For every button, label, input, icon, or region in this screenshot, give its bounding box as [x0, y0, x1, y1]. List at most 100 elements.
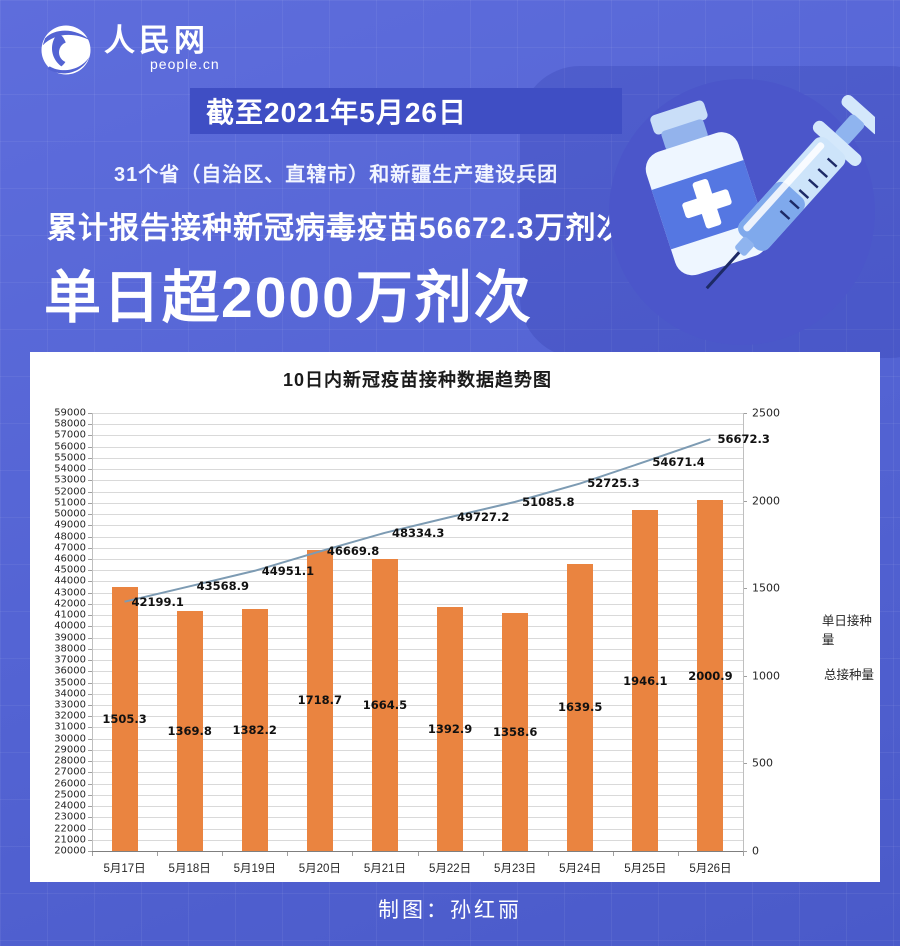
- y-axis-tick-left: [88, 851, 92, 852]
- legend-label-daily: 单日接种量: [821, 614, 872, 647]
- y-axis-label-left: 36000: [54, 665, 86, 677]
- y-axis-label-left: 58000: [54, 418, 86, 430]
- y-axis-tick-right: [743, 588, 747, 590]
- y-axis-tick-left: [88, 828, 92, 830]
- grid-line: [92, 592, 743, 594]
- y-axis-tick-left: [88, 806, 92, 808]
- y-axis-tick-left: [88, 648, 92, 650]
- y-axis-label-right: 2500: [752, 406, 780, 420]
- grid-line: [92, 514, 743, 516]
- bar: [371, 559, 398, 851]
- grid-line: [92, 828, 743, 830]
- line-value-label: 51085.8: [522, 494, 575, 509]
- grid-line: [92, 806, 743, 808]
- grid-line: [92, 435, 743, 437]
- x-axis-label: 5月25日: [624, 863, 667, 875]
- y-axis-label-left: 51000: [54, 497, 86, 509]
- x-axis-tick: [677, 852, 679, 856]
- grid-line: [92, 446, 743, 448]
- y-axis-label-left: 31000: [54, 721, 86, 733]
- y-axis-label-left: 26000: [54, 778, 86, 790]
- y-axis-label-left: 42000: [54, 598, 86, 610]
- y-axis-tick-right: [743, 413, 747, 414]
- grid-line: [92, 839, 743, 841]
- y-axis-tick-right: [743, 763, 747, 765]
- y-axis-label-left: 44000: [54, 575, 86, 587]
- y-axis-label-left: 55000: [54, 452, 86, 464]
- bar: [111, 587, 138, 851]
- x-axis-line: [92, 851, 743, 852]
- vaccine-vial-icon: [645, 100, 769, 276]
- y-axis-tick-left: [88, 592, 92, 594]
- bar: [437, 606, 464, 851]
- y-axis-tick-left: [88, 738, 92, 740]
- y-axis-label-left: 38000: [54, 643, 86, 655]
- x-axis-tick: [417, 852, 419, 856]
- line-value-label: 44951.1: [261, 563, 315, 578]
- chart-legend: 单日接种量 总接种量: [788, 610, 880, 699]
- grid-line: [92, 648, 743, 650]
- y-axis-label-right: 500: [752, 756, 773, 770]
- x-axis-label: 5月17日: [103, 863, 146, 875]
- y-axis-tick-left: [88, 457, 92, 459]
- grid-line: [92, 559, 743, 560]
- grid-line: [92, 615, 743, 617]
- bar: [632, 510, 659, 851]
- y-axis-label-left: 34000: [54, 688, 86, 700]
- people-cn-globe-icon: [41, 25, 91, 75]
- bar: [502, 612, 529, 851]
- grid-line: [92, 491, 743, 493]
- y-axis-tick-left: [88, 626, 92, 628]
- y-axis-label-left: 56000: [54, 441, 86, 453]
- y-axis-label-left: 47000: [54, 542, 86, 554]
- y-axis-tick-left: [88, 424, 92, 426]
- y-axis-label-left: 53000: [54, 474, 86, 486]
- people-cn-logo: 人民网 people.cn: [38, 22, 220, 78]
- x-axis-tick: [352, 852, 354, 856]
- y-axis-tick-left: [88, 570, 92, 572]
- x-axis-tick: [287, 852, 289, 856]
- y-axis-tick-left: [88, 705, 92, 706]
- bar-value-label: 1369.8: [167, 724, 212, 738]
- y-axis-tick-left: [88, 693, 92, 695]
- line-value-label: 43568.9: [196, 579, 250, 594]
- bar-value-label: 1505.3: [102, 712, 147, 727]
- y-axis-label-left: 50000: [54, 508, 86, 520]
- y-axis-label-left: 37000: [54, 654, 86, 666]
- y-axis-label-left: 40000: [54, 620, 86, 632]
- y-axis-tick-left: [88, 660, 92, 662]
- grid-line: [92, 716, 743, 718]
- y-axis-label-left: 49000: [54, 519, 86, 531]
- y-axis-tick-left: [88, 783, 92, 785]
- y-axis-tick-left: [88, 817, 92, 819]
- line-value-label: 42199.1: [131, 594, 184, 609]
- bar: [306, 549, 333, 851]
- y-axis-tick-left: [88, 413, 92, 414]
- grid-line: [92, 693, 743, 695]
- y-axis-tick-left: [88, 682, 92, 684]
- y-axis-tick-left: [88, 716, 92, 718]
- y-axis-tick-left: [88, 469, 92, 471]
- grid-line: [92, 794, 743, 796]
- vaccine-illustration-circle: [609, 79, 885, 345]
- y-axis-tick-left: [88, 761, 92, 763]
- y-axis-tick-left: [88, 435, 92, 437]
- x-axis-tick: [222, 852, 224, 856]
- grid-line: [92, 727, 743, 729]
- y-axis-label-right: 1500: [752, 581, 780, 595]
- y-axis-tick-left: [88, 559, 92, 560]
- date-band: 截至2021年5月26日: [190, 88, 622, 134]
- y-axis-label-left: 23000: [54, 811, 86, 823]
- headline: 单日超2000万剂次: [44, 266, 533, 330]
- y-axis-label-left: 48000: [54, 531, 86, 543]
- grid-line: [92, 772, 743, 774]
- logo-texts: 人民网 people.cn: [104, 22, 220, 72]
- x-axis-label: 5月23日: [494, 863, 537, 875]
- grid-line: [92, 671, 743, 673]
- y-axis-tick-left: [88, 615, 92, 617]
- bar-value-label: 1946.1: [623, 673, 668, 688]
- bar-value-label: 1639.5: [558, 700, 603, 715]
- y-axis-tick-right: [743, 500, 747, 502]
- bar-value-label: 1382.2: [232, 722, 277, 737]
- line-value-label: 49727.2: [457, 510, 510, 525]
